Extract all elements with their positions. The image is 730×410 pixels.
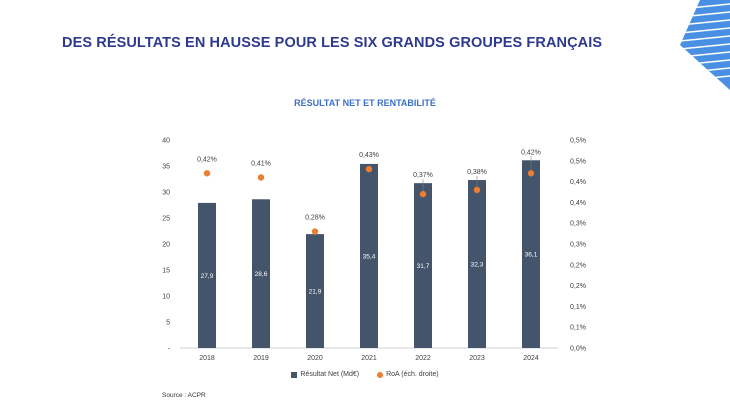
- roa-data-label: 0,43%: [359, 152, 379, 159]
- roa-point: [311, 228, 319, 235]
- roa-point: [419, 190, 427, 198]
- roa-data-label: 0,28%: [305, 215, 325, 222]
- y-left-tick-label: 20: [162, 242, 170, 249]
- roa-data-label: 0,38%: [467, 169, 487, 176]
- bar: [522, 160, 540, 348]
- chart: - 5 10 15 20 25 30 35 40 0,0% 0,1% 0,1% 0,2% 0,2% 0,3%…: [162, 138, 586, 363]
- bar-data-label: 35,4: [363, 253, 376, 260]
- legend-swatch-dot: [377, 371, 384, 378]
- y-right-tick-label: 0,2%: [570, 262, 586, 269]
- roa-point: [473, 186, 481, 194]
- y-right-tick-label: 0,1%: [570, 304, 586, 311]
- roa-data-label: 0,42%: [521, 149, 541, 156]
- roa-point: [257, 174, 265, 181]
- legend-item-dot: RoA (éch. droite): [377, 371, 439, 378]
- bar-data-label: 36,1: [525, 252, 538, 259]
- legend-item-bar: Résultat Net (Md€): [291, 371, 359, 378]
- y-left-tick-label: 30: [162, 190, 170, 197]
- y-left-tick-label: 35: [162, 164, 170, 171]
- bar: [306, 234, 324, 348]
- y-left-tick-label: -: [168, 346, 171, 353]
- x-tick-label: 2021: [361, 355, 377, 362]
- x-tick-label: 2022: [415, 355, 431, 362]
- roa-point: [365, 165, 373, 173]
- corner-logo: [680, 0, 730, 90]
- bar-data-label: 31,7: [417, 263, 430, 270]
- y-right-tick-label: 0,1%: [570, 325, 586, 332]
- y-left-tick-label: 25: [162, 216, 170, 223]
- legend-swatch-bar: [291, 371, 298, 378]
- x-tick-label: 2018: [199, 355, 215, 362]
- source-note: Source : ACPR: [162, 392, 206, 399]
- y-right-tick-label: 0,3%: [570, 242, 586, 249]
- y-right-tick-label: 0,4%: [570, 200, 586, 207]
- bar: [468, 180, 486, 348]
- x-tick-label: 2024: [523, 355, 539, 362]
- bar: [414, 183, 432, 348]
- legend-label-bar: Résultat Net (Md€): [300, 371, 360, 378]
- chart-title: RÉSULTAT NET ET RENTABILITÉ: [294, 98, 436, 108]
- y-right-tick-label: 0,5%: [570, 158, 586, 165]
- roa-data-label: 0,37%: [413, 172, 433, 179]
- roa-data-label: 0,41%: [251, 160, 271, 167]
- x-tick-label: 2023: [469, 355, 485, 362]
- y-left-tick-label: 10: [162, 294, 170, 301]
- y-right-tick-label: 0,2%: [570, 283, 586, 290]
- y-left-tick-label: 15: [162, 268, 170, 275]
- y-left-tick-label: 5: [166, 320, 170, 327]
- chart-legend: Résultat Net (Md€) RoA (éch. droite): [0, 371, 730, 380]
- bar: [198, 202, 216, 348]
- bar: [252, 199, 270, 348]
- bar-data-label: 28,6: [255, 271, 268, 278]
- x-tick-label: 2020: [307, 355, 323, 362]
- slide-title: DES RÉSULTATS EN HAUSSE POUR LES SIX GRA…: [62, 35, 603, 51]
- y-right-tick-label: 0,0%: [570, 346, 586, 353]
- y-right-tick-label: 0,5%: [570, 138, 586, 145]
- roa-data-label: 0,42%: [197, 156, 217, 163]
- bar: [360, 163, 378, 348]
- bar-data-label: 27,9: [201, 273, 214, 280]
- y-right-tick-label: 0,3%: [570, 221, 586, 228]
- y-right-tick-label: 0,4%: [570, 179, 586, 186]
- x-tick-label: 2019: [253, 355, 269, 362]
- legend-label-dot: RoA (éch. droite): [386, 371, 439, 378]
- roa-point: [203, 170, 211, 177]
- roa-point: [527, 170, 535, 177]
- bar-data-label: 21,9: [309, 289, 322, 296]
- y-left-tick-label: 40: [162, 138, 170, 145]
- bar-data-label: 32,3: [471, 262, 484, 269]
